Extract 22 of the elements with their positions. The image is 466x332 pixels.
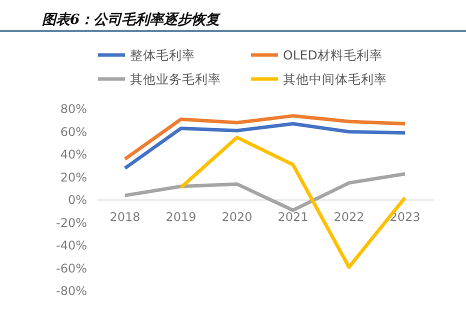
y-tick-label: -20% [56, 216, 87, 230]
y-tick-label: 40% [60, 148, 87, 162]
chart-title: 图表6：公司毛利率逐步恢复 [42, 11, 222, 28]
y-tick-label: -40% [56, 238, 87, 253]
y-tick-label: 60% [60, 124, 87, 139]
legend-label: OLED材料毛利率 [283, 47, 382, 62]
x-tick-label: 2019 [166, 210, 196, 224]
legend-label: 其他业务毛利率 [130, 71, 221, 86]
line-series [123, 172, 407, 212]
x-tick-label: 2020 [222, 210, 252, 224]
x-tick-label: 2021 [278, 210, 308, 224]
y-tick-label: 0% [68, 193, 87, 208]
y-tick-label: 80% [60, 102, 87, 116]
y-tick-label: -60% [56, 261, 87, 276]
y-tick-label: -80% [56, 284, 87, 298]
x-tick-label: 2022 [334, 210, 364, 224]
line-series [123, 114, 407, 161]
line-series [123, 122, 407, 170]
x-tick-label: 2018 [110, 210, 140, 224]
y-tick-label: 20% [60, 170, 87, 184]
legend-label: 整体毛利率 [130, 47, 195, 62]
legend-label: 其他中间体毛利率 [283, 71, 387, 86]
